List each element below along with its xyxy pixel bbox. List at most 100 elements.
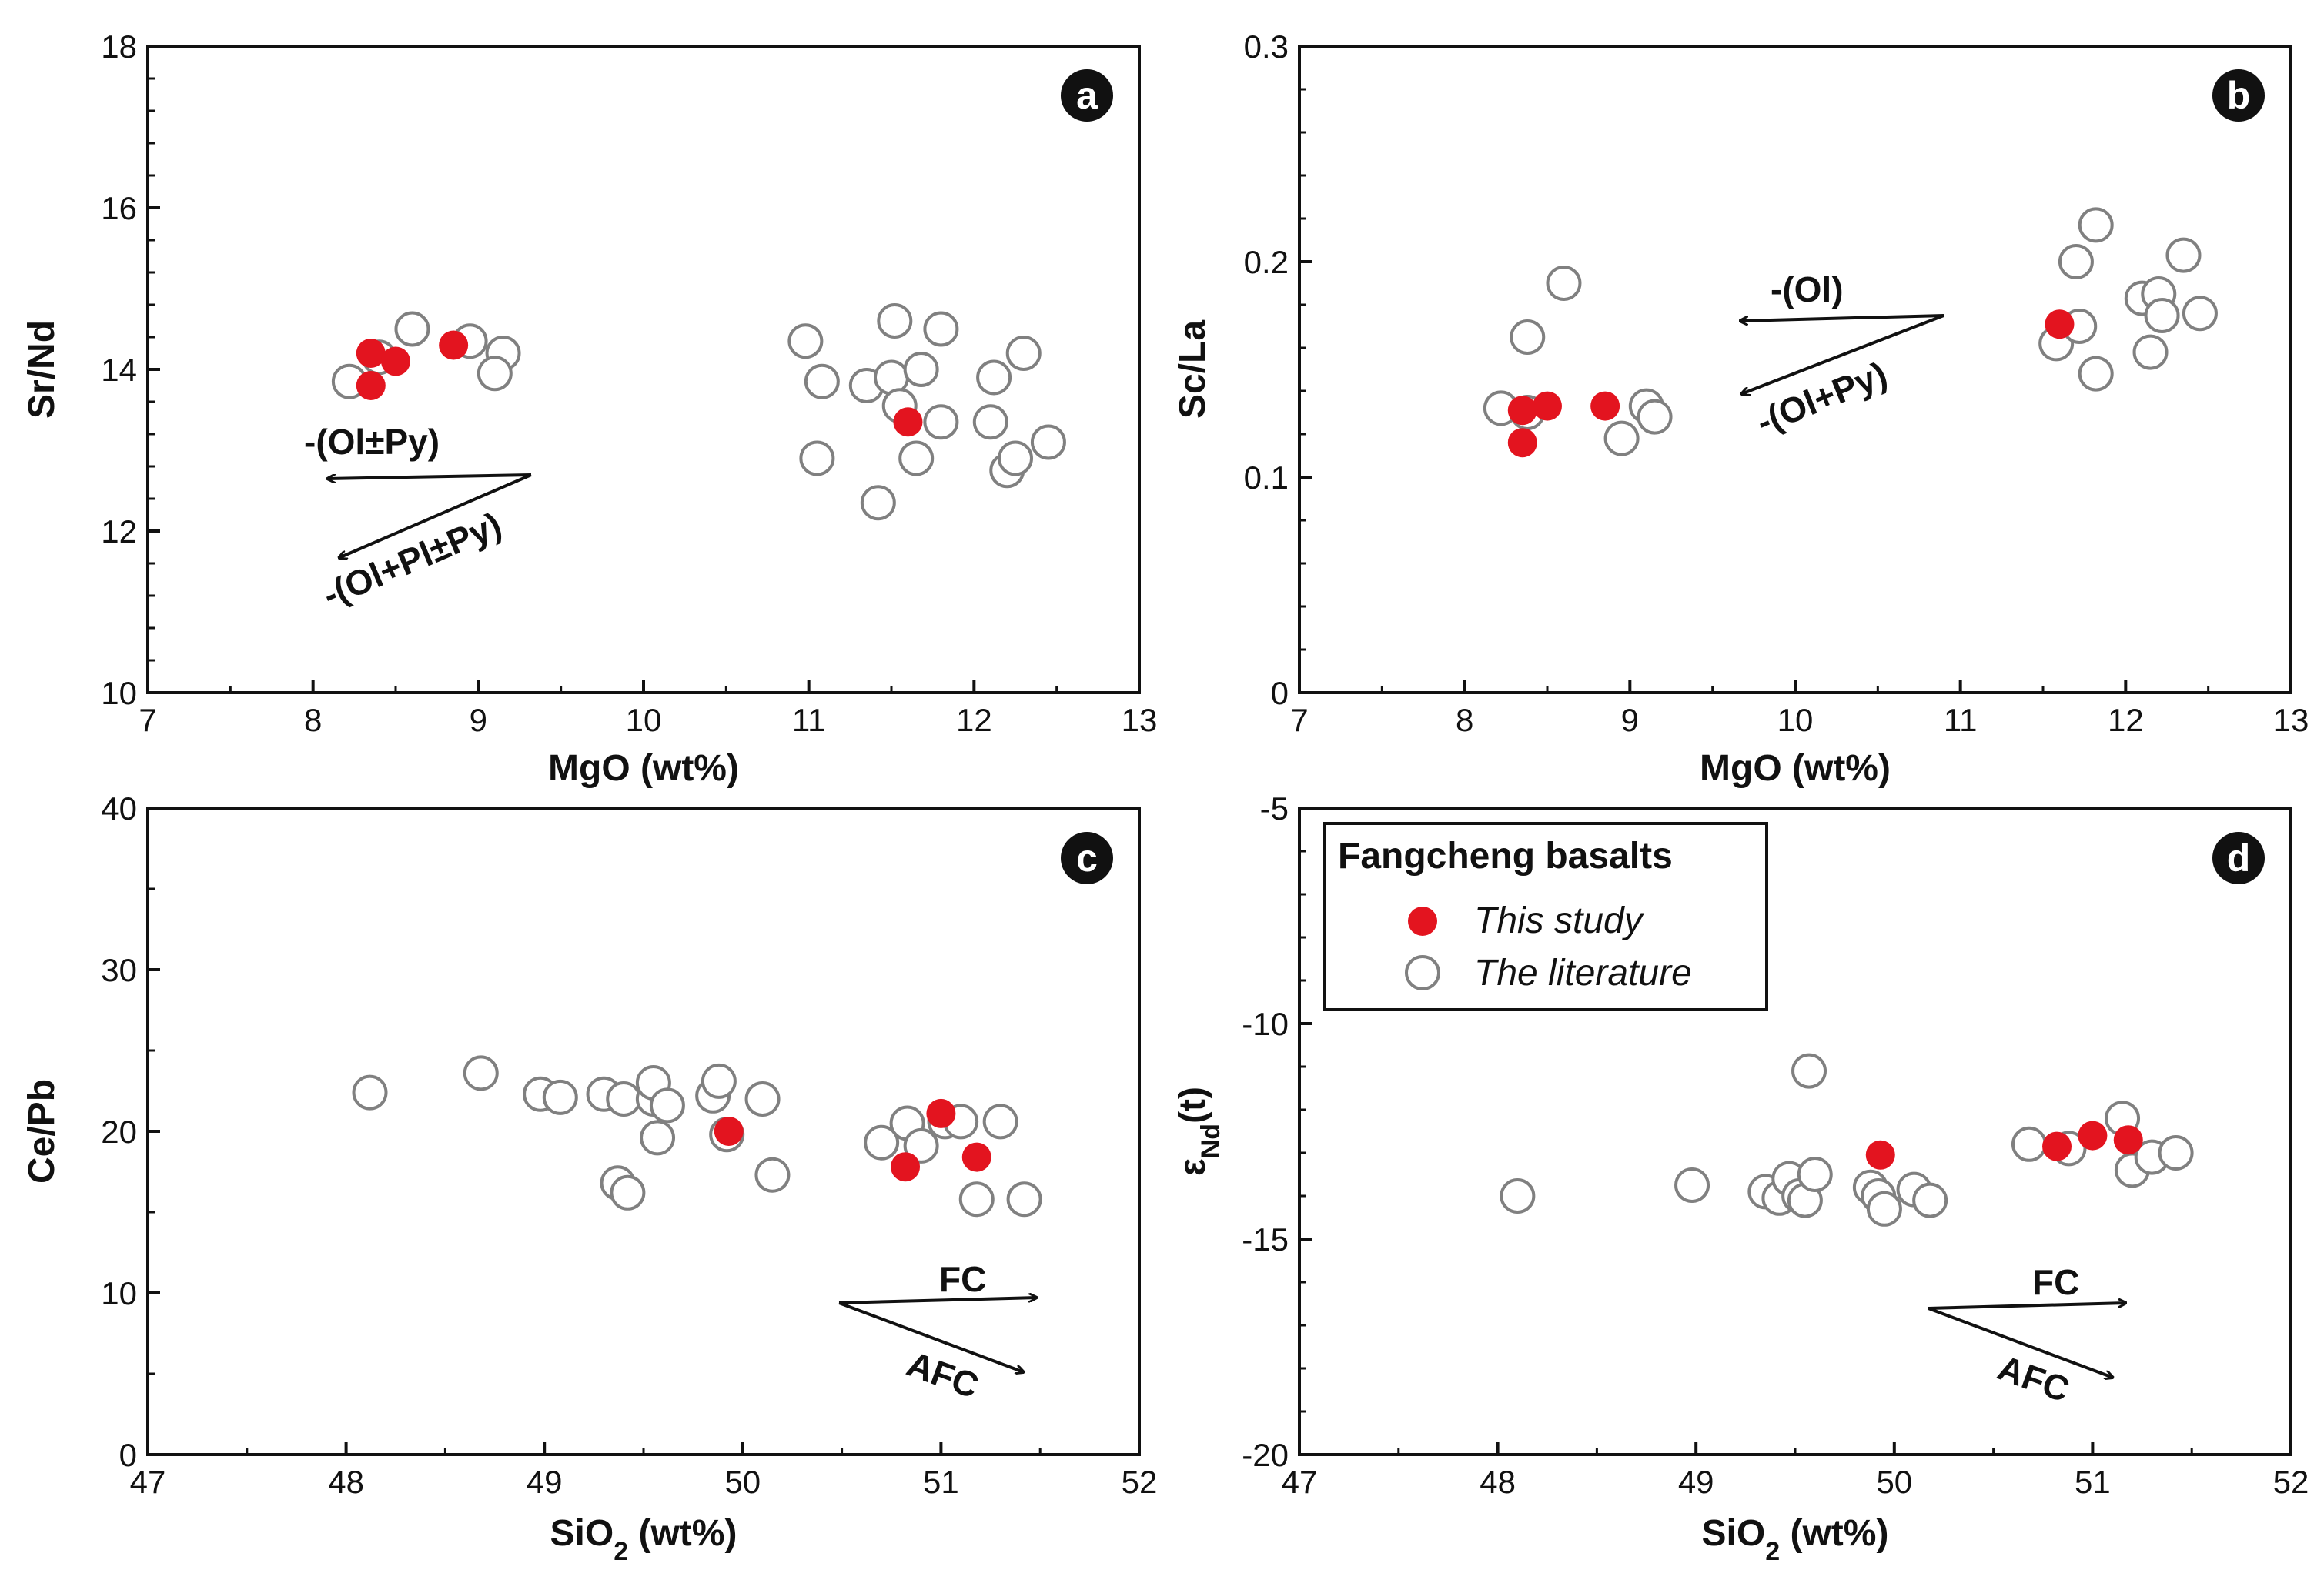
plot-frame xyxy=(1298,807,2292,1456)
chart-panel-d: 47 48 49 50 51 52 -20 -15 -10 -5 FC AFC Fangcheng… xyxy=(1172,790,2309,1566)
data-point-this-study xyxy=(356,371,386,400)
data-point-literature xyxy=(610,1174,646,1211)
data-point-literature xyxy=(640,1120,676,1156)
data-point-literature xyxy=(2078,207,2114,243)
legend-box xyxy=(1323,822,1768,1011)
data-point-literature xyxy=(903,352,939,387)
data-point-literature xyxy=(649,1087,685,1124)
data-point-literature xyxy=(463,1055,499,1091)
data-point-this-study xyxy=(2045,309,2075,339)
legend: Fangcheng basalts This study The literat… xyxy=(1323,822,1768,1011)
data-point-literature xyxy=(701,1063,737,1099)
x-tick-label: 7 xyxy=(139,702,156,738)
x-tick-label: 8 xyxy=(1456,702,1473,738)
data-point-literature xyxy=(1791,1053,1827,1089)
x-tick-label: 8 xyxy=(304,702,322,738)
panel-badge-c: c xyxy=(1061,832,1113,884)
data-point-literature xyxy=(754,1157,791,1193)
y-axis-title-a: Sr/Nd xyxy=(22,320,62,419)
x-tick-label: 10 xyxy=(626,702,662,738)
data-point-literature xyxy=(804,363,840,399)
legend-marker-literature xyxy=(1405,955,1440,990)
data-point-literature xyxy=(2011,1126,2047,1162)
y-axis-title-d: εNd(t) xyxy=(1172,1087,1226,1176)
annotation-ol-py: -(Ol+Py) xyxy=(1751,354,1892,443)
data-point-literature xyxy=(860,485,896,521)
data-point-literature xyxy=(958,1181,995,1218)
legend-label-this-study: This study xyxy=(1474,900,1645,941)
data-point-literature xyxy=(898,440,935,476)
y-tick-label: -15 xyxy=(1242,1221,1289,1258)
x-tick-label: 13 xyxy=(2273,702,2309,738)
y-tick-label: 18 xyxy=(101,28,137,65)
plot-frame xyxy=(146,45,1141,694)
data-point-literature xyxy=(477,356,513,392)
axes-layer: 47 48 49 50 51 52 -20 -15 -10 -5 xyxy=(1242,790,2309,1500)
panel-badge-d: d xyxy=(2212,832,2265,884)
fractionation-arrow-ol: -(Ol) xyxy=(1740,269,1944,321)
y-tick-label: 16 xyxy=(101,190,137,226)
data-point-this-study xyxy=(381,346,410,376)
data-point-literature xyxy=(744,1081,781,1117)
y-tick-label: 10 xyxy=(101,675,137,711)
x-tick-label: 52 xyxy=(1122,1464,1158,1500)
x-tick-label: 9 xyxy=(1621,702,1639,738)
data-point-this-study xyxy=(714,1117,744,1146)
legend-marker-this-study xyxy=(1408,907,1437,936)
x-tick-label: 11 xyxy=(1944,702,1978,738)
x-tick-label: 10 xyxy=(1777,702,1814,738)
annotation-ol: -(Ol) xyxy=(1771,269,1844,309)
data-point-literature xyxy=(923,311,959,347)
data-point-literature xyxy=(1603,420,1640,456)
fractionation-arrow-ol-py: -(Ol+Py) xyxy=(1741,314,1944,443)
y-axis-title-b: Sc/La xyxy=(1172,320,1213,419)
data-point-this-study xyxy=(1865,1140,1895,1170)
y-tick-label: 0.3 xyxy=(1244,28,1289,65)
data-point-literature xyxy=(1510,319,1546,355)
x-axis-title-d: SiO2 (wt%) xyxy=(1702,1513,1889,1566)
trend-arrow-afc: AFC xyxy=(838,1301,1024,1406)
data-point-literature xyxy=(2132,334,2169,370)
axes-layer: 7 8 9 10 11 12 13 0 0.1 0.2 0.3 xyxy=(1244,28,2309,738)
data-point-literature xyxy=(923,404,959,440)
data-point-literature xyxy=(1797,1157,1833,1192)
x-tick-label: 11 xyxy=(792,702,826,738)
annotation-fc: FC xyxy=(2032,1262,2079,1302)
annotation-afc: AFC xyxy=(1993,1348,2075,1410)
chart-panel-a: 7 8 9 10 11 12 13 10 12 14 16 18 -(Ol±Py) -(Ol+Pl±P… xyxy=(22,28,1157,789)
points-layer xyxy=(352,1055,1042,1218)
fractionation-arrow-ol-py: -(Ol±Py) xyxy=(304,422,532,479)
y-tick-label: -10 xyxy=(1242,1006,1289,1042)
annotation-ol-pl-py: -(Ol+Pl±Py) xyxy=(317,504,507,615)
panel-letter-b: b xyxy=(2227,74,2251,117)
data-point-literature xyxy=(352,1074,388,1111)
data-point-literature xyxy=(877,303,913,339)
annotation-fc: FC xyxy=(939,1259,986,1299)
data-point-this-study xyxy=(356,339,386,368)
data-point-literature xyxy=(864,1124,900,1161)
x-tick-label: 48 xyxy=(1480,1464,1516,1500)
x-tick-label: 50 xyxy=(1876,1464,1912,1500)
annotation-ol-py: -(Ol±Py) xyxy=(304,422,440,462)
data-point-literature xyxy=(2078,356,2114,392)
fractionation-arrow-ol-pl-py: -(Ol+Pl±Py) xyxy=(317,473,532,615)
data-point-this-study xyxy=(893,407,923,437)
x-tick-label: 48 xyxy=(328,1464,364,1500)
plot-frame xyxy=(146,807,1141,1456)
y-axis-title-c: Ce/Pb xyxy=(22,1079,62,1184)
x-axis-title-c: SiO2 (wt%) xyxy=(550,1513,737,1566)
trend-arrow-fc: FC xyxy=(1928,1262,2126,1310)
data-point-literature xyxy=(799,440,835,476)
x-tick-label: 49 xyxy=(527,1464,563,1500)
data-point-this-study xyxy=(2113,1125,2143,1155)
x-tick-label: 7 xyxy=(1290,702,1308,738)
data-point-literature xyxy=(903,1127,939,1164)
panel-badge-b: b xyxy=(2212,69,2265,122)
y-tick-label: 30 xyxy=(101,952,137,988)
data-point-this-study xyxy=(961,1142,991,1172)
data-point-literature xyxy=(1005,336,1042,371)
data-point-literature xyxy=(606,1081,642,1117)
data-point-literature xyxy=(982,1104,1018,1140)
y-tick-label: 0.2 xyxy=(1244,244,1289,280)
